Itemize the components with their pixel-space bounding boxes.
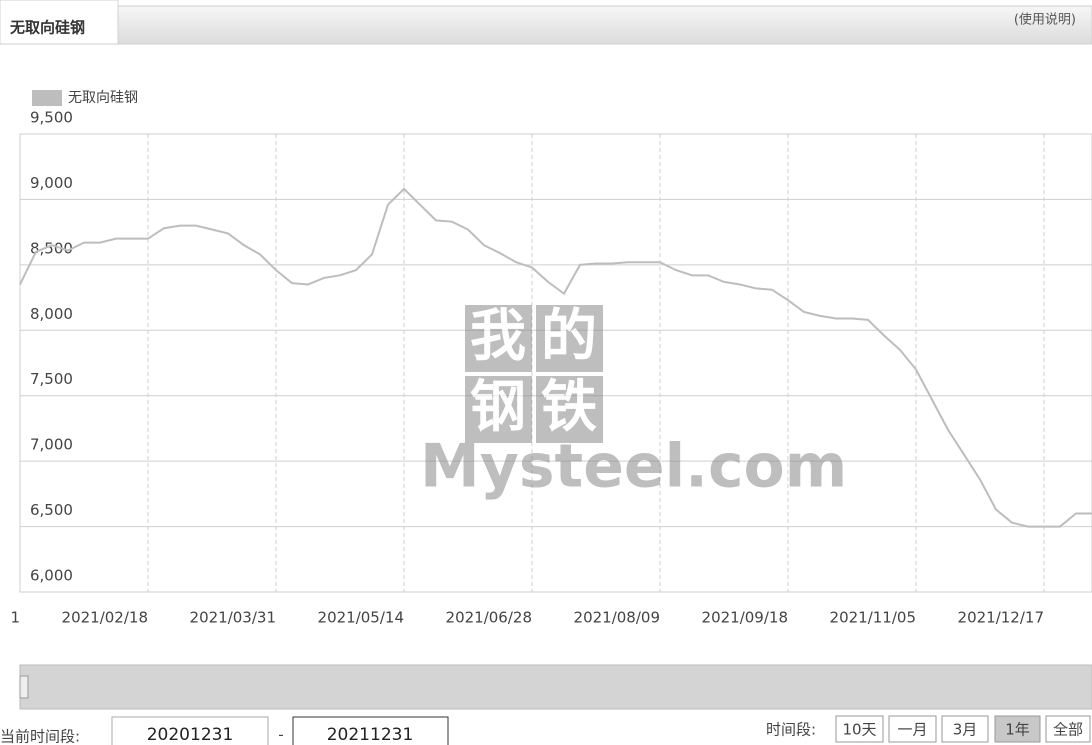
watermark: 我 的 钢 铁 Mysteel.com bbox=[420, 304, 847, 501]
series-line bbox=[19, 187, 1092, 528]
watermark-char: 我 bbox=[470, 304, 526, 369]
start-input[interactable] bbox=[111, 716, 269, 745]
plot: 6,000 6,500 7,000 7,500 8,000 8,500 9,000 9,500… bbox=[10, 109, 1092, 627]
range-button-label: 全部 bbox=[1053, 721, 1083, 739]
y-tick-label: 9,500 bbox=[30, 109, 73, 127]
range-button[interactable] bbox=[994, 715, 1041, 743]
period-label: 当前时间段: bbox=[0, 728, 80, 745]
x-tick-label: 2021/11/05 bbox=[830, 609, 916, 627]
y-tick-label: 9,000 bbox=[30, 174, 73, 192]
y-tick-label: 6,000 bbox=[30, 567, 73, 585]
end-value: 20211231 bbox=[327, 725, 414, 745]
watermark-char: 钢 bbox=[470, 375, 526, 440]
watermark-brand: Mysteel.com bbox=[420, 432, 847, 502]
range-button-label: 10天 bbox=[842, 721, 876, 739]
help-link[interactable]: (使用说明) bbox=[1014, 12, 1076, 28]
separator: - bbox=[278, 726, 283, 744]
x-tick-label: 2021/06/28 bbox=[446, 609, 532, 627]
range-button[interactable] bbox=[941, 715, 989, 743]
x-tick-label: 2021/05/14 bbox=[318, 609, 404, 627]
header-bar bbox=[117, 5, 1092, 45]
tab-label: 无取向硅钢 bbox=[9, 19, 85, 37]
x-tick-label: 2021/09/18 bbox=[702, 609, 788, 627]
x-tick-label: 2021/12/17 bbox=[958, 609, 1044, 627]
legend-swatch[interactable] bbox=[32, 90, 62, 106]
watermark-char: 铁 bbox=[541, 375, 597, 440]
range-button[interactable] bbox=[888, 715, 937, 743]
y-tick-label: 6,500 bbox=[30, 501, 73, 519]
y-tick-label: 7,000 bbox=[30, 436, 73, 454]
range-buttons: 10天 一月 3月 1年 全部 bbox=[835, 715, 1091, 743]
watermark-box bbox=[465, 376, 532, 443]
watermark-box bbox=[536, 376, 603, 443]
range-label: 时间段: bbox=[766, 721, 816, 739]
range-button-label: 3月 bbox=[953, 721, 978, 739]
x-tick-label: 2021/08/09 bbox=[574, 609, 660, 627]
x-tick-label: 2021/02/18 bbox=[62, 609, 148, 627]
range-button[interactable] bbox=[835, 715, 884, 743]
navigator-handle[interactable] bbox=[19, 675, 29, 699]
y-tick-label: 8,500 bbox=[30, 239, 73, 257]
tab[interactable] bbox=[0, 0, 119, 45]
navigator[interactable] bbox=[19, 664, 1092, 710]
end-input[interactable] bbox=[292, 716, 449, 745]
watermark-box bbox=[465, 305, 532, 372]
watermark-char: 的 bbox=[541, 304, 597, 369]
y-tick-label: 7,500 bbox=[30, 370, 73, 388]
watermark-box bbox=[536, 305, 603, 372]
grid bbox=[20, 133, 1092, 593]
x-tick-label: 1 bbox=[10, 609, 20, 627]
y-tick-label: 8,000 bbox=[30, 305, 73, 323]
range-button-label: 1年 bbox=[1005, 721, 1030, 739]
x-tick-label: 2021/03/31 bbox=[190, 609, 276, 627]
range-button[interactable] bbox=[1045, 715, 1091, 743]
start-value: 20201231 bbox=[147, 725, 234, 745]
range-button-label: 一月 bbox=[897, 721, 927, 739]
legend-label[interactable]: 无取向硅钢 bbox=[68, 90, 138, 106]
